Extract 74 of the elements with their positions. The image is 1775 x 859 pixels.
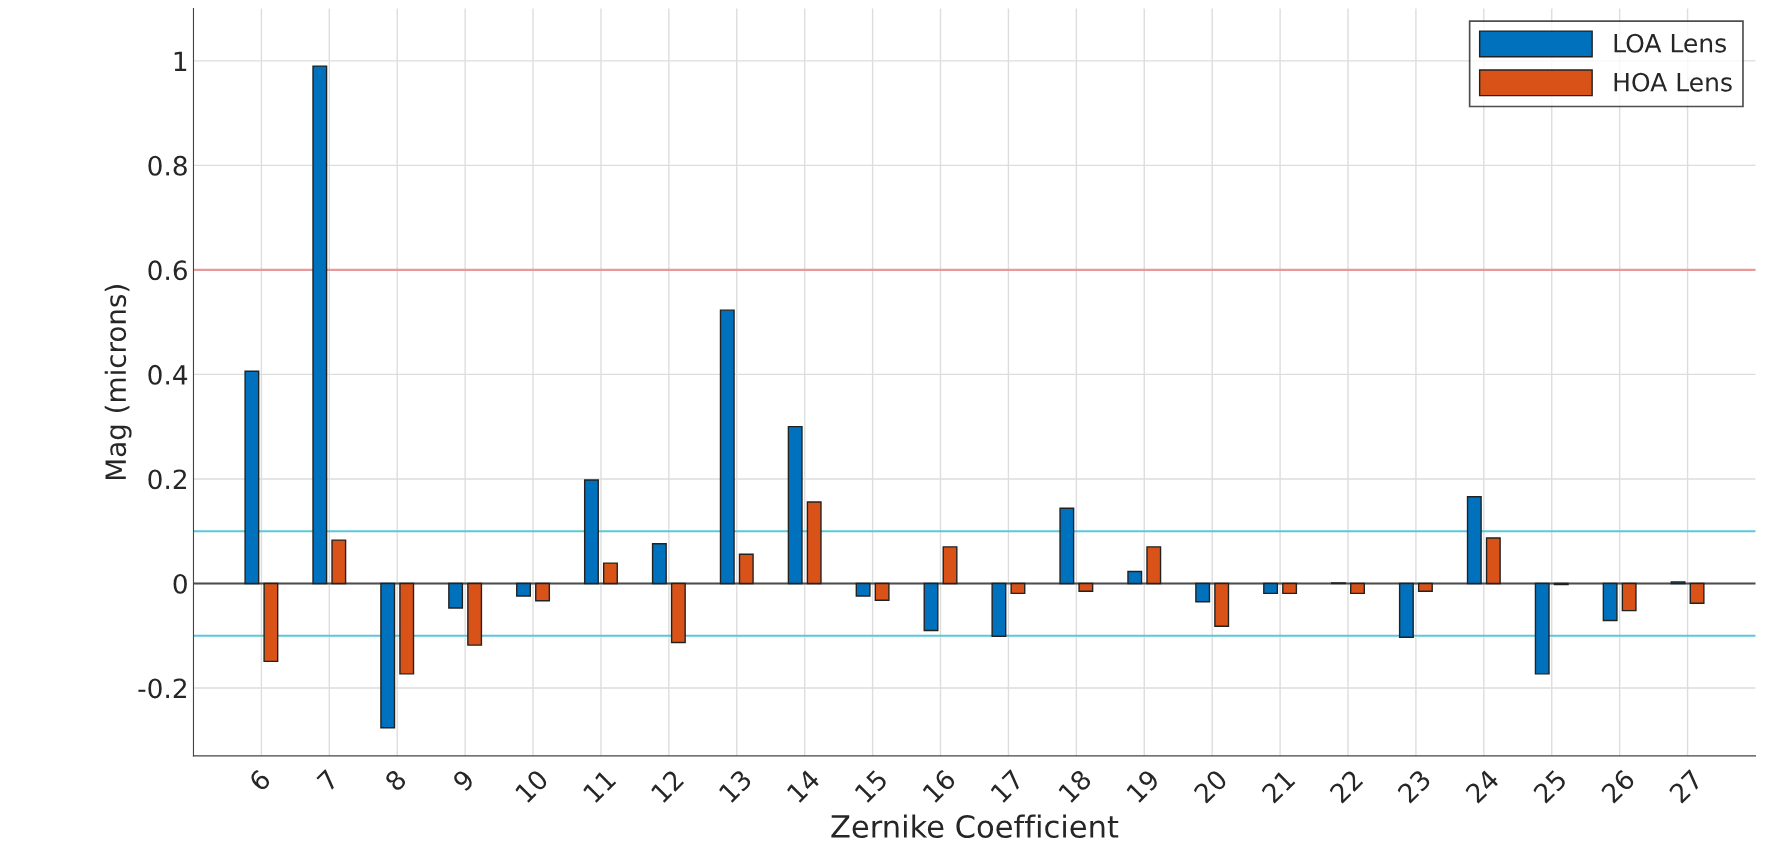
y-tick-label: 0.6	[148, 260, 187, 281]
y-axis-title: Mag (microns)	[104, 285, 132, 480]
bar	[738, 553, 754, 585]
bar	[1602, 582, 1618, 622]
x-tick-label: 26	[1600, 768, 1636, 804]
x-tick-label: 12	[650, 769, 685, 803]
x-tick-label: 6	[248, 768, 272, 793]
bar	[448, 582, 464, 609]
bar	[670, 582, 686, 644]
bar	[719, 309, 735, 585]
y-tick-label: 0	[173, 573, 187, 594]
bar	[923, 582, 939, 632]
bar	[874, 582, 890, 601]
bar	[1010, 582, 1026, 595]
x-tick-label: 17	[990, 769, 1024, 803]
x-tick-label: 7	[316, 769, 339, 792]
bar	[1621, 582, 1637, 612]
bar	[942, 546, 958, 585]
x-tick-label: 25	[1532, 768, 1568, 804]
x-tick-label: 13	[718, 768, 753, 804]
bar	[1127, 570, 1143, 585]
x-tick-label: 8	[383, 768, 408, 793]
bar	[1146, 546, 1162, 585]
bar	[1195, 582, 1211, 603]
x-tick-label: 15	[854, 769, 889, 804]
bar	[806, 501, 822, 585]
x-tick-label: 11	[582, 769, 617, 803]
legend-label: HOA Lens	[1614, 72, 1732, 92]
y-tick-label: 0.2	[148, 469, 186, 490]
bar	[263, 582, 279, 663]
bar	[1534, 582, 1550, 675]
bar	[855, 582, 871, 597]
x-tick-label: 21	[1260, 769, 1296, 804]
x-axis-title: Zernike Coefficient	[831, 814, 1119, 839]
bar	[602, 562, 618, 585]
bar	[467, 582, 483, 646]
bar	[1214, 582, 1230, 628]
bar	[1485, 537, 1501, 585]
legend-label: LOA Lens	[1614, 33, 1726, 53]
bar	[1282, 582, 1298, 595]
bar	[1398, 582, 1414, 638]
bar	[991, 582, 1007, 637]
y-tick-label: 0.4	[148, 364, 188, 385]
y-tick-label: -0.2	[138, 678, 186, 699]
bar	[787, 425, 803, 585]
bar	[380, 582, 396, 729]
x-tick-label: 16	[922, 768, 957, 804]
bar	[651, 543, 667, 585]
x-tick-label: 10	[514, 768, 550, 804]
x-tick-label: 20	[1192, 768, 1229, 804]
bar	[244, 370, 260, 585]
bar	[399, 582, 415, 675]
x-tick-label: 24	[1464, 768, 1500, 804]
bar	[331, 539, 347, 585]
x-tick-label: 18	[1057, 768, 1093, 804]
x-tick-label: 27	[1668, 768, 1703, 804]
x-tick-label: 19	[1125, 768, 1161, 804]
y-tick-label: 0.8	[148, 155, 187, 176]
bar	[583, 479, 599, 585]
bar	[1466, 496, 1482, 585]
x-tick-label: 22	[1328, 769, 1364, 804]
bar	[312, 65, 328, 585]
bar	[1059, 507, 1075, 585]
bar	[1417, 582, 1433, 592]
x-tick-label: 14	[786, 768, 821, 803]
x-tick-label: 9	[451, 768, 476, 793]
y-tick-label: 1	[174, 51, 187, 71]
bar	[1263, 582, 1279, 595]
bar	[1078, 582, 1094, 592]
bar	[1350, 582, 1365, 595]
bar	[535, 582, 551, 602]
bar	[1689, 582, 1705, 605]
bar	[516, 582, 532, 597]
x-tick-label: 23	[1396, 768, 1432, 804]
